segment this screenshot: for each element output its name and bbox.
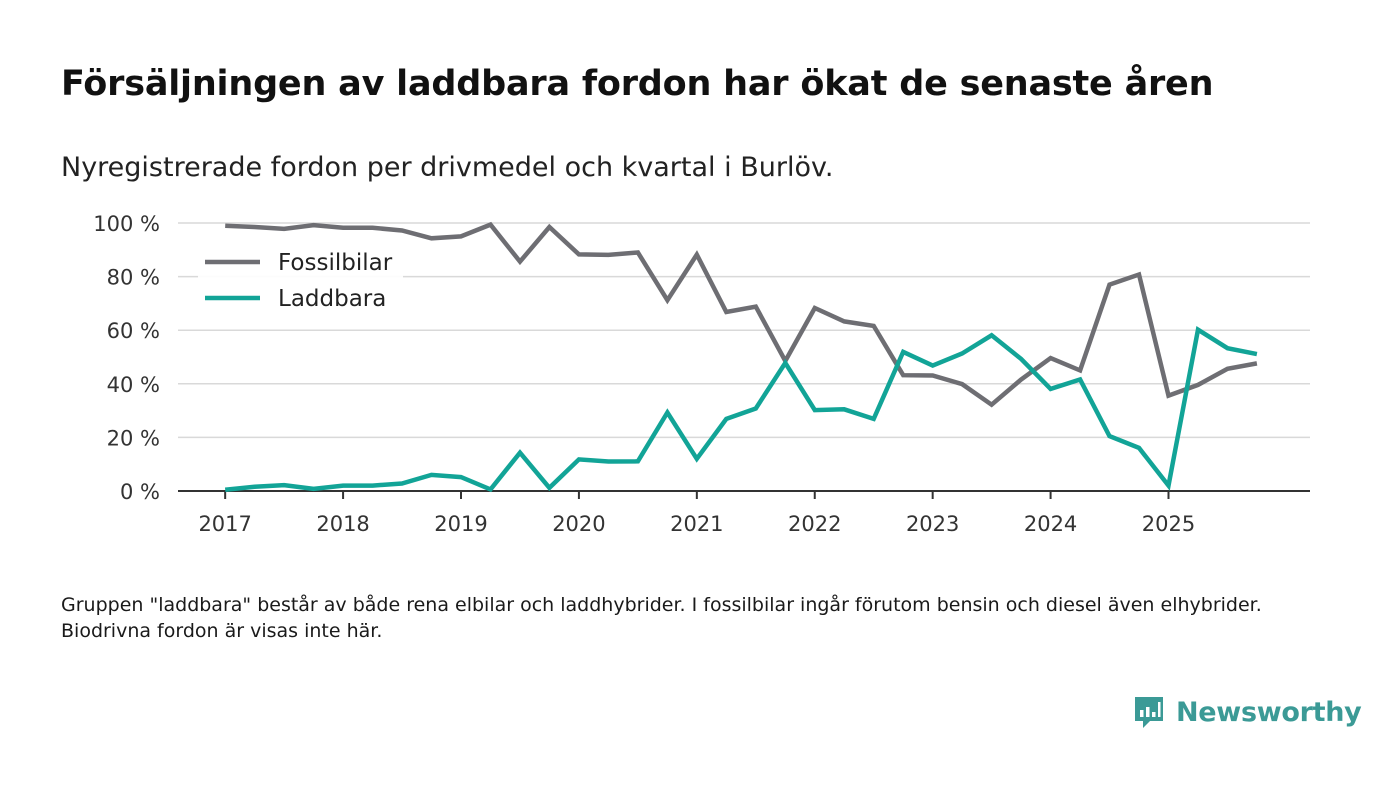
bar-chart-icon	[1135, 697, 1163, 728]
y-tick-label: 80 %	[107, 266, 160, 290]
legend-background	[198, 243, 403, 315]
series-line-laddbara	[224, 326, 1258, 493]
x-tick-label: 2021	[670, 512, 723, 536]
y-tick-label: 40 %	[107, 373, 160, 397]
brand-logo: Newsworthy	[1132, 690, 1362, 734]
x-tick-label: 2022	[788, 512, 841, 536]
chart-subtitle: Nyregistrerade fordon per drivmedel och …	[61, 152, 834, 183]
y-tick-label: 0 %	[120, 480, 160, 504]
y-tick-label: 20 %	[107, 426, 160, 450]
brand-name: Newsworthy	[1176, 696, 1362, 728]
line-chart: 0 % 20 % 40 % 60 % 80 % 100 % 2017 2018 2019 2020…	[93, 212, 1310, 536]
x-tick-label: 2024	[1024, 512, 1077, 536]
x-tick-label: 2018	[316, 512, 369, 536]
x-tick-label: 2020	[552, 512, 605, 536]
y-tick-label: 100 %	[93, 212, 160, 236]
footnote: Gruppen "laddbara" består av både rena e…	[61, 594, 1262, 642]
x-tick-label: 2019	[434, 512, 487, 536]
series-line-fossilbilar	[225, 221, 1258, 408]
x-tick-label: 2017	[198, 512, 251, 536]
legend-label-fossilbilar: Fossilbilar	[278, 250, 393, 276]
x-tick-label: 2025	[1142, 512, 1195, 536]
x-tick-label: 2023	[906, 512, 959, 536]
y-tick-label: 60 %	[107, 319, 160, 343]
legend-label-laddbara: Laddbara	[278, 286, 386, 312]
chart-title: Försäljningen av laddbara fordon har öka…	[61, 64, 1214, 104]
